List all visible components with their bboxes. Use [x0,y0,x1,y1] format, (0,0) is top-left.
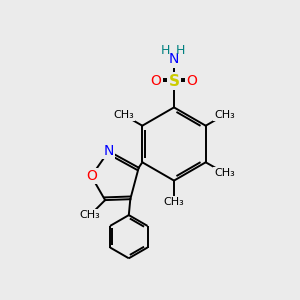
Text: CH₃: CH₃ [80,210,100,220]
Text: O: O [187,74,197,88]
Text: CH₃: CH₃ [113,110,134,120]
Text: O: O [86,169,97,183]
Text: N: N [169,52,179,66]
Text: S: S [169,74,179,88]
Text: N: N [103,144,114,158]
Text: CH₃: CH₃ [214,168,235,178]
Text: O: O [151,74,161,88]
Text: H: H [160,44,170,57]
Text: CH₃: CH₃ [214,110,235,120]
Text: CH₃: CH₃ [164,197,184,207]
Text: H: H [176,44,185,57]
